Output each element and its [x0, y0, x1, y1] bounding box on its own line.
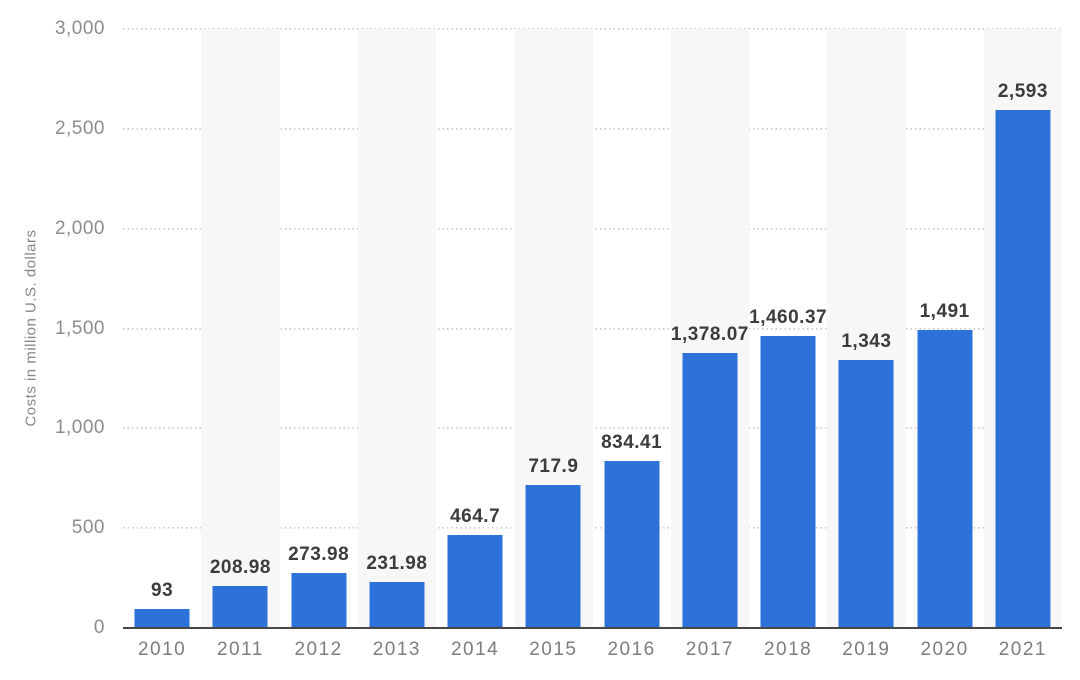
value-label-2017: 1,378.07: [670, 323, 749, 345]
gridline-2500: [123, 127, 1062, 130]
x-tick-label-2014: 2014: [450, 639, 500, 660]
column-2017: 1,378.07 2017: [670, 29, 749, 660]
y-tick-label: 500: [71, 517, 105, 539]
column-2019: 1,343 2019: [827, 29, 906, 660]
column-2010: 93 2010: [123, 29, 201, 660]
column-2012: 273.98 2012: [280, 29, 358, 660]
gridline-2000: [123, 227, 1062, 230]
gridline-3000: [123, 28, 1062, 30]
x-tick-label-2020: 2020: [920, 639, 969, 660]
value-label-2020: 1,491: [919, 301, 970, 323]
bar-columns: 93 2010 208.98 2011 273.98 2012 231.98 2013 464.…: [123, 29, 1062, 660]
column-2011: 208.98 2011: [201, 29, 280, 660]
x-tick-label-2015: 2015: [529, 639, 578, 660]
bar-2020: [917, 330, 973, 628]
y-tick-label: 1,500: [54, 317, 105, 339]
gridline-1500: [123, 327, 1062, 330]
x-tick-label-2017: 2017: [685, 639, 735, 660]
gridline-500: [123, 527, 1062, 530]
value-label-2012: 273.98: [288, 544, 350, 566]
y-tick-label: 0: [93, 617, 105, 638]
x-tick-label-2021: 2021: [998, 639, 1048, 660]
x-tick-label-2011: 2011: [216, 639, 264, 660]
x-tick-label-2019: 2019: [842, 639, 891, 660]
column-2020: 1,491 2020: [906, 29, 984, 660]
value-label-2015: 717.9: [528, 455, 579, 477]
column-2013: 231.98 2013: [357, 29, 436, 660]
y-tick-label: 2,000: [54, 217, 105, 239]
value-label-2019: 1,343: [841, 330, 892, 352]
bar-2015: [525, 484, 581, 628]
bar-2019: [838, 359, 894, 628]
value-label-2018: 1,460.37: [749, 307, 828, 329]
column-2014: 464.7 2014: [436, 29, 514, 660]
y-tick-label: 2,500: [54, 117, 105, 139]
bar-2012: [291, 573, 347, 628]
gridline-1000: [123, 427, 1062, 430]
x-tick-label-2012: 2012: [294, 639, 343, 660]
x-axis-baseline: [123, 627, 1062, 629]
plot-area: 93 2010 208.98 2011 273.98 2012 231.98 2013 464.…: [123, 28, 1062, 660]
value-label-2013: 231.98: [366, 552, 428, 574]
bar-2014: [447, 535, 503, 628]
value-label-2016: 834.41: [601, 432, 663, 454]
bar-2011: [212, 586, 268, 628]
bar-2021: [995, 110, 1051, 628]
x-tick-label-2010: 2010: [137, 639, 187, 660]
y-tick-label: 3,000: [54, 18, 105, 39]
value-label-2010: 93: [151, 580, 174, 602]
column-2016: 834.41 2016: [593, 29, 671, 660]
x-tick-label-2013: 2013: [372, 639, 422, 660]
x-tick-label-2018: 2018: [763, 639, 813, 660]
value-label-2021: 2,593: [997, 81, 1048, 103]
bar-2016: [604, 461, 660, 628]
column-2021: 2,593 2021: [983, 29, 1062, 660]
column-2015: 717.9 2015: [514, 29, 593, 660]
x-tick-label-2016: 2016: [607, 639, 656, 660]
value-label-2011: 208.98: [209, 557, 271, 579]
y-tick-label: 1,000: [54, 417, 105, 439]
column-2018: 1,460.37 2018: [749, 29, 828, 660]
bar-2017: [682, 352, 738, 628]
bar-2018: [760, 336, 816, 628]
bar-2013: [369, 581, 425, 628]
bar-2010: [134, 609, 190, 628]
value-label-2014: 464.7: [450, 506, 501, 528]
